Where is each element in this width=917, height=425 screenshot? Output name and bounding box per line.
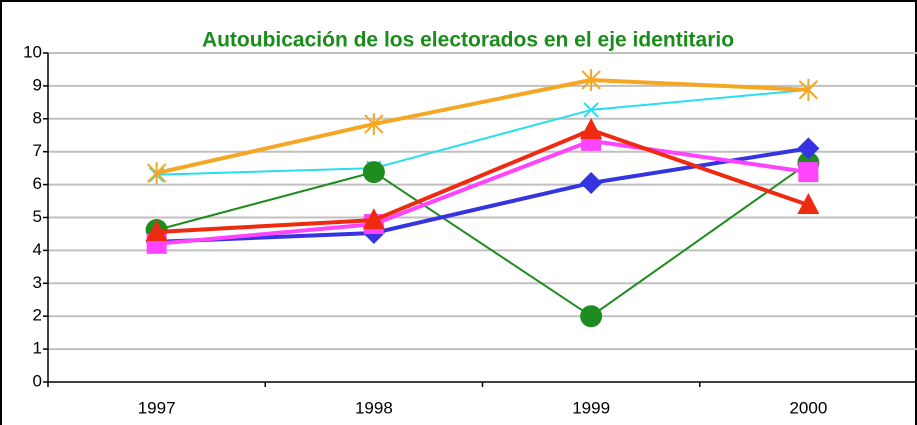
y-tick-label: 3	[33, 273, 42, 292]
y-tick-label: 7	[33, 141, 42, 160]
y-tick-label: 8	[33, 108, 42, 127]
y-tick-label: 4	[33, 240, 42, 259]
y-tick-label: 10	[23, 42, 42, 61]
marker	[364, 113, 384, 136]
series-line	[156, 77, 809, 176]
y-tick-label: 0	[33, 371, 42, 390]
marker	[146, 162, 167, 185]
marker	[797, 192, 820, 214]
marker	[798, 78, 819, 101]
y-tick-label: 2	[33, 306, 42, 325]
marker	[797, 137, 820, 160]
marker	[362, 208, 385, 230]
marker	[145, 219, 168, 241]
marker	[580, 117, 603, 139]
series-line	[156, 127, 810, 234]
marker	[798, 162, 819, 183]
series-line	[156, 138, 809, 246]
marker	[580, 171, 603, 194]
y-tick-label: 6	[33, 174, 42, 193]
y-tick-label: 9	[33, 75, 42, 94]
x-tick-label: 1999	[572, 398, 610, 417]
series-line	[156, 88, 809, 176]
marker	[583, 102, 599, 118]
x-tick-label: 2000	[789, 398, 827, 417]
marker	[362, 161, 385, 184]
series-line	[156, 162, 809, 318]
x-tick-label: 1998	[355, 398, 393, 417]
y-tick-label: 5	[33, 207, 42, 226]
marker	[580, 305, 603, 328]
x-tick-label: 1997	[138, 398, 176, 417]
marker	[581, 68, 601, 91]
chart-title: Autoubicación de los electorados en el e…	[202, 29, 734, 52]
y-tick-label: 1	[33, 339, 42, 358]
